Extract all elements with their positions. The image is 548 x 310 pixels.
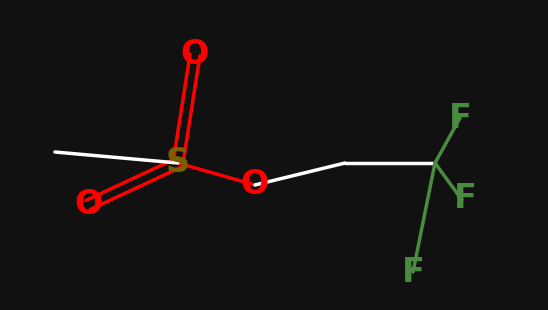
Text: F: F: [402, 255, 425, 289]
Text: O: O: [241, 169, 269, 202]
Text: S: S: [166, 147, 190, 179]
Text: F: F: [454, 181, 476, 215]
Text: F: F: [449, 101, 471, 135]
Text: O: O: [181, 38, 209, 72]
Text: O: O: [74, 188, 102, 222]
